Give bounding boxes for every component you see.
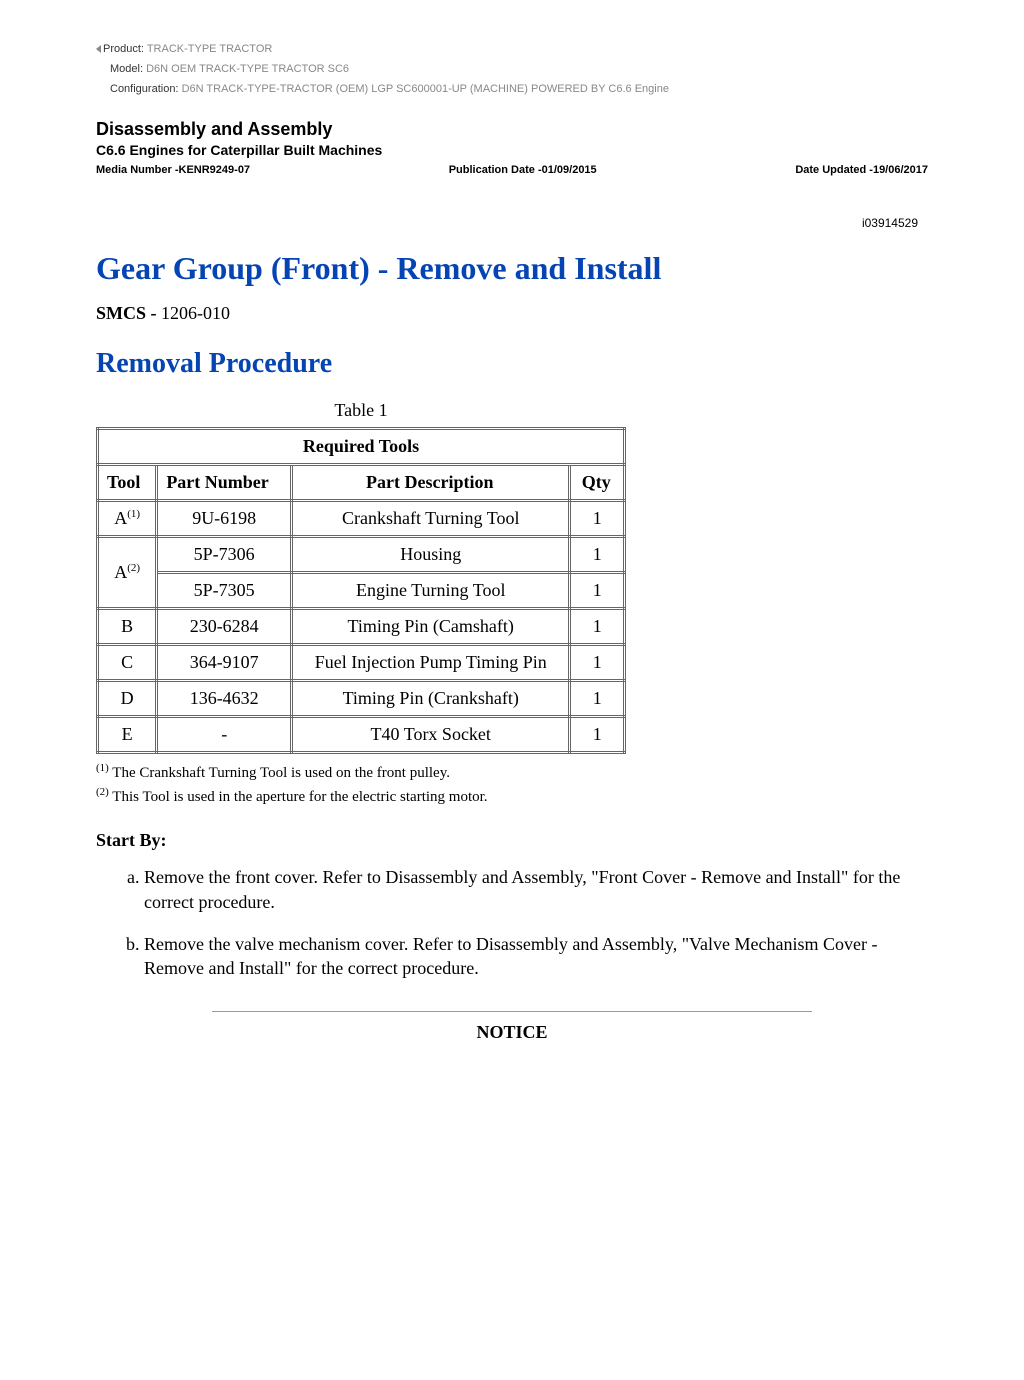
section-heading: Removal Procedure [96,348,928,380]
part-number: 136-4632 [157,681,292,717]
footnote-sup: (2) [96,786,109,798]
table-caption: Table 1 [96,400,626,421]
part-desc: T40 Torx Socket [292,717,570,753]
part-number: 230-6284 [157,609,292,645]
part-desc: Housing [292,537,570,573]
smcs-value: 1206-010 [161,303,230,323]
part-number: - [157,717,292,753]
footnote-sup: (1) [96,762,109,774]
smcs-code: SMCS - 1206-010 [96,303,928,324]
qty: 1 [570,501,625,537]
footnote-text: The Crankshaft Turning Tool is used on t… [109,765,450,781]
product-value: TRACK-TYPE TRACTOR [147,43,273,55]
required-tools-table: Required Tools Tool Part Number Part Des… [96,427,626,754]
list-item: Remove the front cover. Refer to Disasse… [144,865,928,914]
part-number: 5P-7305 [157,573,292,609]
table-row: C 364-9107 Fuel Injection Pump Timing Pi… [98,645,625,681]
footnote-text: This Tool is used in the aperture for th… [109,789,488,805]
tool-id: D [121,688,134,708]
list-item: Remove the valve mechanism cover. Refer … [144,932,928,981]
part-desc: Timing Pin (Camshaft) [292,609,570,645]
table-row: A(1) 9U-6198 Crankshaft Turning Tool 1 [98,501,625,537]
steps-list: Remove the front cover. Refer to Disasse… [96,865,928,980]
publication-line: Media Number -KENR9249-07 Publication Da… [96,164,928,176]
qty: 1 [570,573,625,609]
media-number: Media Number -KENR9249-07 [96,164,250,176]
qty: 1 [570,609,625,645]
col-partnumber: Part Number [157,465,292,501]
table-row: A(2) 5P-7306 Housing 1 [98,537,625,573]
col-qty: Qty [570,465,625,501]
divider [212,1011,812,1012]
qty: 1 [570,537,625,573]
table-row: B 230-6284 Timing Pin (Camshaft) 1 [98,609,625,645]
tool-sup: (1) [127,508,140,520]
tool-id: A [114,562,127,582]
back-icon[interactable] [96,45,101,53]
part-desc: Fuel Injection Pump Timing Pin [292,645,570,681]
part-number: 364-9107 [157,645,292,681]
config-value: D6N TRACK-TYPE-TRACTOR (OEM) LGP SC60000… [182,83,669,95]
part-desc: Engine Turning Tool [292,573,570,609]
tool-sup: (2) [127,562,140,574]
date-updated: Date Updated -19/06/2017 [795,164,928,176]
table-row: E - T40 Torx Socket 1 [98,717,625,753]
doc-number: i03914529 [96,216,928,230]
tool-id: B [121,616,133,636]
notice-heading: NOTICE [96,1022,928,1043]
model-value: D6N OEM TRACK-TYPE TRACTOR SC6 [146,63,349,75]
document-metadata: Product: TRACK-TYPE TRACTOR Model: D6N O… [96,40,928,99]
part-desc: Crankshaft Turning Tool [292,501,570,537]
table-row: 5P-7305 Engine Turning Tool 1 [98,573,625,609]
part-number: 9U-6198 [157,501,292,537]
config-label: Configuration: [110,83,179,95]
product-label: Product: [103,43,144,55]
table-header: Required Tools [98,429,625,465]
footnotes: (1) The Crankshaft Turning Tool is used … [96,762,928,806]
tool-id: E [122,724,133,744]
col-description: Part Description [292,465,570,501]
model-label: Model: [110,63,143,75]
smcs-label: SMCS - [96,303,161,323]
qty: 1 [570,717,625,753]
tool-id: A [114,508,127,528]
startby-label: Start By: [96,830,928,851]
page-title: Gear Group (Front) - Remove and Install [96,250,928,287]
tool-id: C [121,652,133,672]
part-number: 5P-7306 [157,537,292,573]
col-tool: Tool [98,465,157,501]
section-title: Disassembly and Assembly [96,119,928,140]
pub-date: Publication Date -01/09/2015 [449,164,597,176]
qty: 1 [570,645,625,681]
section-subtitle: C6.6 Engines for Caterpillar Built Machi… [96,142,928,158]
qty: 1 [570,681,625,717]
part-desc: Timing Pin (Crankshaft) [292,681,570,717]
table-row: D 136-4632 Timing Pin (Crankshaft) 1 [98,681,625,717]
